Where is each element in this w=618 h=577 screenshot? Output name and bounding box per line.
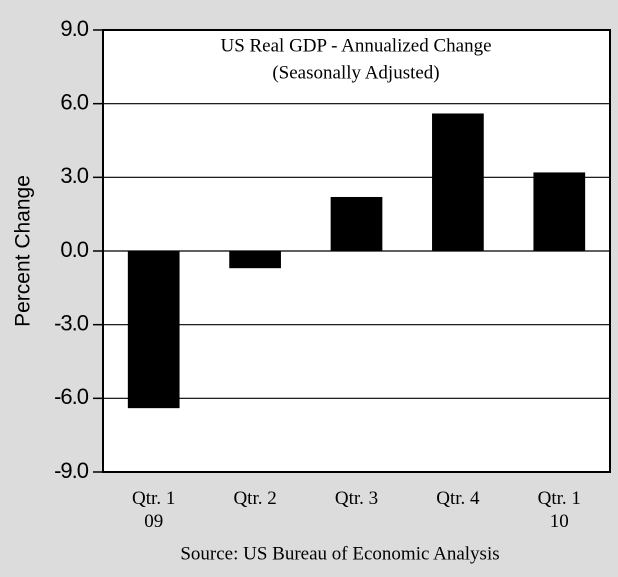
chart-title: US Real GDP - Annualized Change	[220, 35, 491, 56]
y-tick-label: 3.0	[60, 163, 88, 188]
source-note: Source: US Bureau of Economic Analysis	[180, 543, 499, 564]
x-tick-label: Qtr. 3	[334, 488, 379, 509]
bar	[533, 172, 586, 251]
x-tick-label: Qtr. 1 10	[537, 488, 581, 532]
plot-frame	[102, 29, 611, 473]
x-tick-label: Qtr. 1 09	[132, 488, 176, 532]
y-tick-label: -3.0	[54, 310, 89, 335]
chart-subtitle: (Seasonally Adjusted)	[272, 62, 439, 83]
bar	[229, 251, 281, 269]
y-axis-label: Percent Change	[12, 175, 35, 327]
y-tick-label: 9.0	[60, 16, 88, 41]
y-tick-label: -6.0	[54, 384, 89, 409]
bar	[330, 196, 383, 251]
y-tick-label: 0.0	[60, 237, 88, 262]
y-tick-label: 6.0	[60, 89, 88, 114]
x-tick-label: Qtr. 4	[436, 488, 480, 509]
bar	[127, 251, 180, 409]
x-tick-label: Qtr. 2	[233, 488, 277, 509]
bar	[432, 113, 484, 251]
y-tick-label: -9.0	[54, 458, 89, 483]
